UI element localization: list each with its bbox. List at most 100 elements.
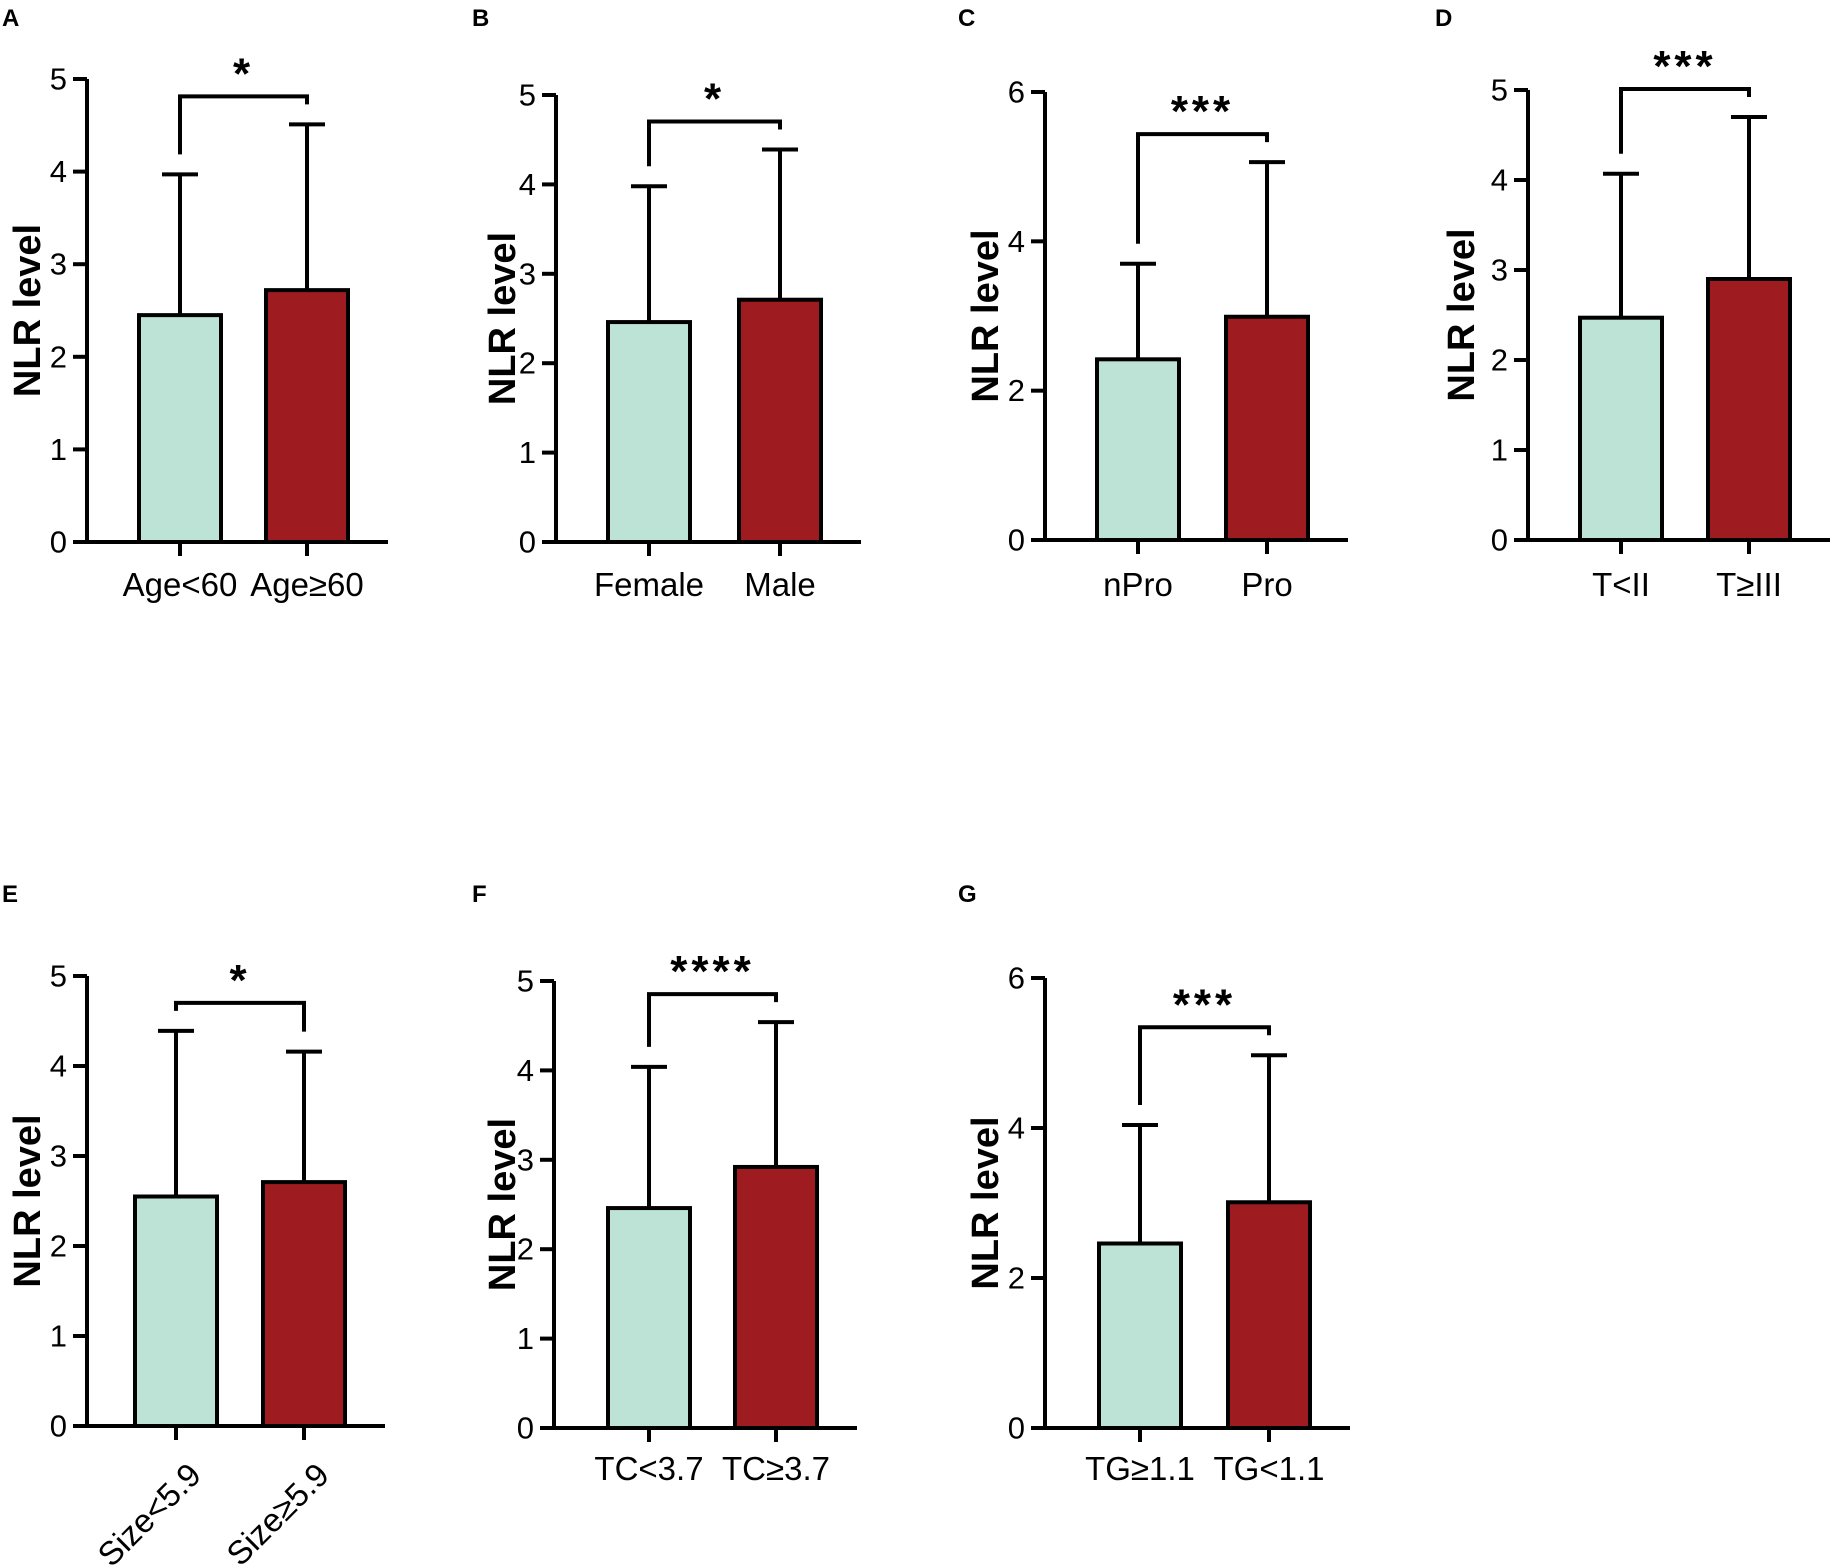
bar-group1 bbox=[133, 1194, 219, 1428]
y-tick-label: 2 bbox=[1008, 1261, 1025, 1296]
y-tick-label: 3 bbox=[517, 1142, 534, 1177]
panel-letter: E bbox=[2, 881, 18, 908]
y-tick-label: 2 bbox=[50, 1229, 67, 1264]
y-tick-label: 3 bbox=[519, 256, 536, 291]
significance-bracket bbox=[178, 94, 309, 155]
y-axis-label: NLR level bbox=[965, 229, 1007, 402]
significance-stars: * bbox=[704, 75, 725, 124]
x-category-label: T≥III bbox=[1716, 566, 1782, 603]
panel-letter: B bbox=[472, 5, 489, 32]
significance-stars: *** bbox=[1173, 980, 1236, 1029]
bar-group2 bbox=[1224, 314, 1310, 542]
x-category-label: Pro bbox=[1241, 566, 1292, 603]
x-category-label: Size<5.9 bbox=[90, 1456, 208, 1568]
significance-stars: * bbox=[229, 956, 250, 1005]
y-tick-label: 0 bbox=[519, 525, 536, 560]
bar-group1 bbox=[1578, 315, 1664, 543]
y-tick-label: 6 bbox=[1008, 961, 1025, 996]
significance-bracket bbox=[647, 992, 778, 1047]
y-tick-label: 1 bbox=[50, 1319, 67, 1354]
x-category-label: T<II bbox=[1592, 566, 1650, 603]
y-tick-label: 4 bbox=[50, 154, 67, 189]
y-tick-label: 4 bbox=[1491, 163, 1508, 198]
y-tick-label: 0 bbox=[1008, 523, 1025, 558]
y-tick-label: 4 bbox=[519, 167, 536, 202]
bar-group2 bbox=[261, 1180, 347, 1428]
x-category-label: nPro bbox=[1103, 566, 1173, 603]
x-category-label: Size≥5.9 bbox=[219, 1456, 336, 1568]
y-tick-label: 5 bbox=[519, 78, 536, 113]
x-category-label: TC<3.7 bbox=[594, 1450, 703, 1487]
x-category-label: Female bbox=[594, 566, 704, 603]
panel-letter: G bbox=[958, 881, 977, 908]
y-tick-label: 5 bbox=[517, 964, 534, 999]
x-category-label: Age<60 bbox=[123, 566, 238, 603]
x-category-label: TG<1.1 bbox=[1214, 1450, 1325, 1487]
y-axis-label: NLR level bbox=[482, 232, 524, 405]
significance-stars: *** bbox=[1171, 87, 1234, 136]
y-tick-label: 5 bbox=[1491, 73, 1508, 108]
y-tick-label: 2 bbox=[519, 346, 536, 381]
y-tick-label: 3 bbox=[50, 1139, 67, 1174]
panel-letter: C bbox=[958, 5, 975, 32]
y-tick-label: 2 bbox=[1008, 373, 1025, 408]
x-category-label: Male bbox=[744, 566, 816, 603]
bar-group2 bbox=[737, 297, 823, 545]
y-tick-label: 1 bbox=[50, 432, 67, 467]
significance-stars: * bbox=[233, 49, 254, 98]
chart-panel-a: A NLR level 0 1 2 3 4 5 Age<60 Age≥60 * bbox=[2, 5, 388, 603]
y-axis-label: NLR level bbox=[7, 224, 49, 397]
y-tick-label: 4 bbox=[517, 1053, 534, 1088]
bar-group1 bbox=[606, 320, 692, 544]
y-tick-label: 0 bbox=[50, 1409, 67, 1444]
bar-group1 bbox=[137, 313, 223, 544]
y-tick-label: 0 bbox=[1008, 1411, 1025, 1446]
significance-bracket bbox=[1619, 87, 1751, 154]
y-tick-label: 0 bbox=[50, 525, 67, 560]
significance-bracket bbox=[1138, 1025, 1271, 1105]
chart-panel-d: D NLR level 0 1 2 3 4 5 T<II T≥III *** bbox=[1435, 5, 1830, 603]
panel-letter: D bbox=[1435, 5, 1452, 32]
chart-panel-f: F NLR level 0 1 2 3 4 5 TC<3.7 TC≥3.7 **** bbox=[472, 881, 857, 1487]
bar-group2 bbox=[264, 288, 350, 544]
x-category-label: TC≥3.7 bbox=[722, 1450, 830, 1487]
chart-panel-b: B NLR level 0 1 2 3 4 5 Female Male * bbox=[472, 5, 861, 603]
y-tick-label: 2 bbox=[1491, 343, 1508, 378]
significance-bracket bbox=[647, 119, 782, 167]
bar-group1 bbox=[1095, 357, 1181, 542]
y-tick-label: 5 bbox=[50, 959, 67, 994]
y-tick-label: 3 bbox=[1491, 253, 1508, 288]
y-tick-label: 6 bbox=[1008, 75, 1025, 110]
y-tick-label: 1 bbox=[517, 1321, 534, 1356]
significance-stars: **** bbox=[670, 947, 755, 996]
significance-bracket bbox=[174, 1000, 306, 1032]
y-tick-label: 4 bbox=[1008, 224, 1025, 259]
bar-group2 bbox=[733, 1164, 819, 1431]
y-axis-label: NLR level bbox=[965, 1116, 1007, 1289]
y-tick-label: 2 bbox=[517, 1232, 534, 1267]
y-tick-label: 1 bbox=[519, 435, 536, 470]
y-tick-label: 5 bbox=[50, 62, 67, 97]
y-tick-label: 0 bbox=[517, 1411, 534, 1446]
y-tick-label: 3 bbox=[50, 247, 67, 282]
bar-group1 bbox=[1097, 1241, 1183, 1430]
significance-bracket bbox=[1136, 132, 1269, 244]
y-tick-label: 0 bbox=[1491, 523, 1508, 558]
y-axis-label: NLR level bbox=[7, 1114, 49, 1287]
chart-panel-g: G NLR level 0 2 4 6 TG≥1.1 TG<1.1 *** bbox=[958, 881, 1350, 1487]
panel-letter: A bbox=[2, 5, 19, 32]
y-tick-label: 2 bbox=[50, 339, 67, 374]
y-tick-label: 1 bbox=[1491, 433, 1508, 468]
panel-letter: F bbox=[472, 881, 487, 908]
x-category-label: Age≥60 bbox=[250, 566, 364, 603]
y-axis-label: NLR level bbox=[1441, 228, 1483, 401]
bar-group2 bbox=[1226, 1200, 1312, 1430]
bar-group2 bbox=[1706, 277, 1792, 542]
significance-stars: *** bbox=[1653, 42, 1716, 91]
y-axis-label: NLR level bbox=[482, 1118, 524, 1291]
chart-panel-c: C NLR level 0 2 4 6 nPro Pro *** bbox=[958, 5, 1348, 603]
y-tick-label: 4 bbox=[50, 1049, 67, 1084]
x-category-label: TG≥1.1 bbox=[1085, 1450, 1195, 1487]
bar-group1 bbox=[606, 1206, 692, 1431]
